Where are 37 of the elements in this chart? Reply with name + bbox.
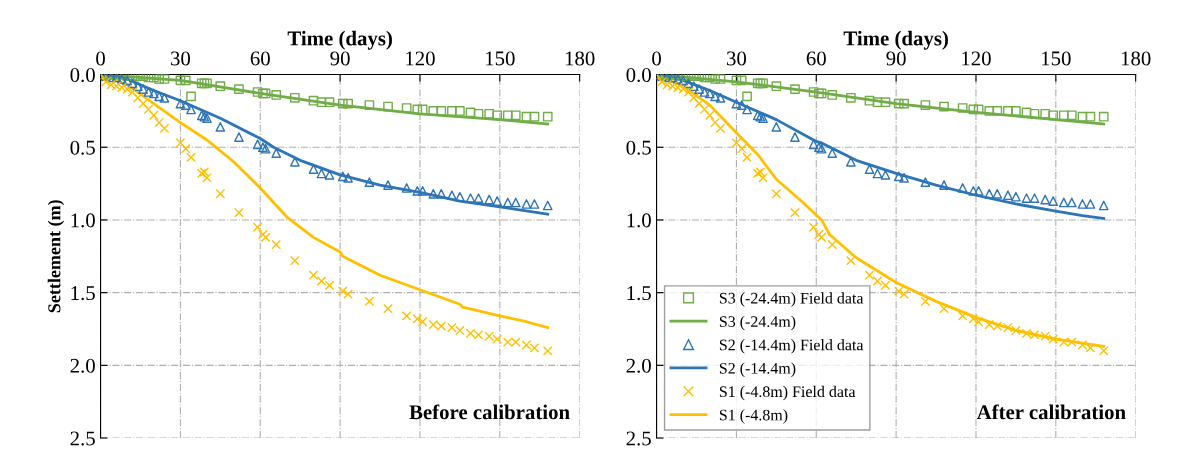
x-tick-label: 150 (1042, 51, 1071, 66)
y-tick-label: 2.0 (626, 358, 651, 373)
x-tick-label: 30 (727, 51, 747, 66)
y-axis-title: Settlement (m) (47, 200, 65, 313)
y-tick-label: 0.5 (626, 140, 651, 155)
y-tick-label: 0.0 (626, 67, 651, 83)
y-tick-label: 1.0 (627, 213, 651, 228)
x-tick-label: 90 (330, 51, 350, 66)
x-tick-label: 120 (406, 51, 435, 66)
x-tick-label: 180 (1121, 51, 1151, 66)
legend-label: S3 (-24.4m) (719, 315, 796, 331)
x-tick-label: 120 (962, 51, 991, 66)
x-axis-title: Time (days) (843, 30, 948, 50)
x-tick-label: 180 (565, 51, 595, 66)
legend-label: S1 (-4.8m) (719, 409, 788, 424)
y-tick-label: 1.5 (71, 286, 95, 301)
y-tick-label: 0.0 (70, 67, 95, 83)
x-tick-label: 30 (170, 51, 191, 66)
y-tick-label: 2.5 (70, 431, 95, 446)
annotation: After calibration (976, 404, 1126, 420)
y-tick-label: 1.0 (71, 213, 95, 228)
y-tick-label: 2.0 (70, 358, 95, 373)
x-tick-label: 0 (96, 51, 105, 66)
x-axis-title: Time (days) (287, 30, 392, 50)
legend-label: S2 (-14.4m) Field data (719, 339, 864, 354)
y-tick-label: 2.5 (626, 431, 651, 446)
y-tick-label: 1.5 (627, 286, 651, 301)
legend-label: S2 (-14.4m) (719, 362, 796, 377)
legend-label: S3 (-24.4m) Field data (719, 292, 864, 307)
legend-label: S1 (-4.8m) Field data (719, 385, 856, 401)
x-tick-label: 60 (250, 51, 270, 66)
x-tick-label: 150 (486, 51, 515, 66)
x-tick-label: 90 (886, 51, 906, 66)
x-tick-label: 0 (652, 51, 661, 66)
y-tick-label: 0.5 (70, 140, 95, 155)
annotation: Before calibration (409, 404, 570, 420)
x-tick-label: 60 (806, 51, 826, 66)
